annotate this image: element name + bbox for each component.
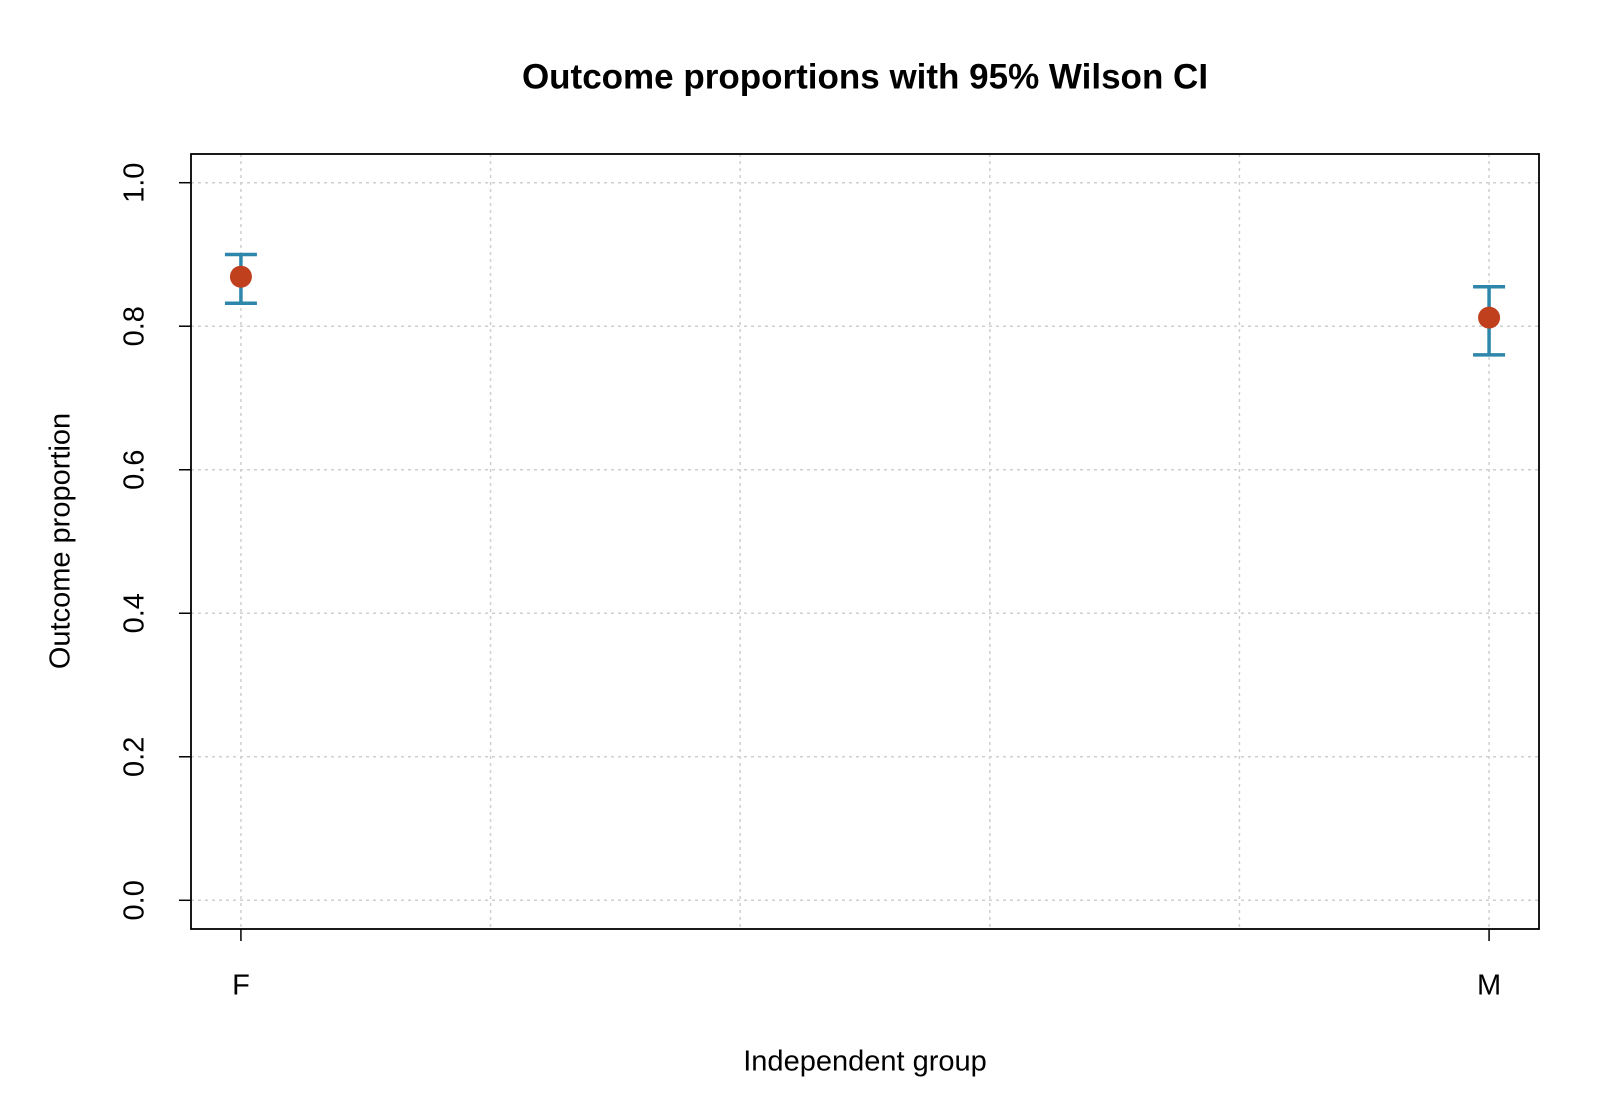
y-tick-label: 1.0: [119, 163, 151, 203]
x-tick-label: M: [1477, 970, 1501, 1002]
y-tick-label: 0.4: [119, 593, 151, 633]
y-tick-label: 0.6: [119, 450, 151, 490]
point: [229, 265, 252, 288]
y-axis-label: Outcome proportion: [45, 413, 77, 669]
y-tick-label: 0.2: [119, 737, 151, 777]
x-tick-label: F: [232, 970, 250, 1002]
x-axis-label: Independent group: [743, 1046, 987, 1078]
y-tick-label: 0.0: [119, 880, 151, 920]
plot-frame: [190, 153, 1540, 930]
chart-title: Outcome proportions with 95% Wilson CI: [522, 57, 1208, 96]
point: [1478, 306, 1501, 329]
y-tick-label: 0.8: [119, 306, 151, 346]
